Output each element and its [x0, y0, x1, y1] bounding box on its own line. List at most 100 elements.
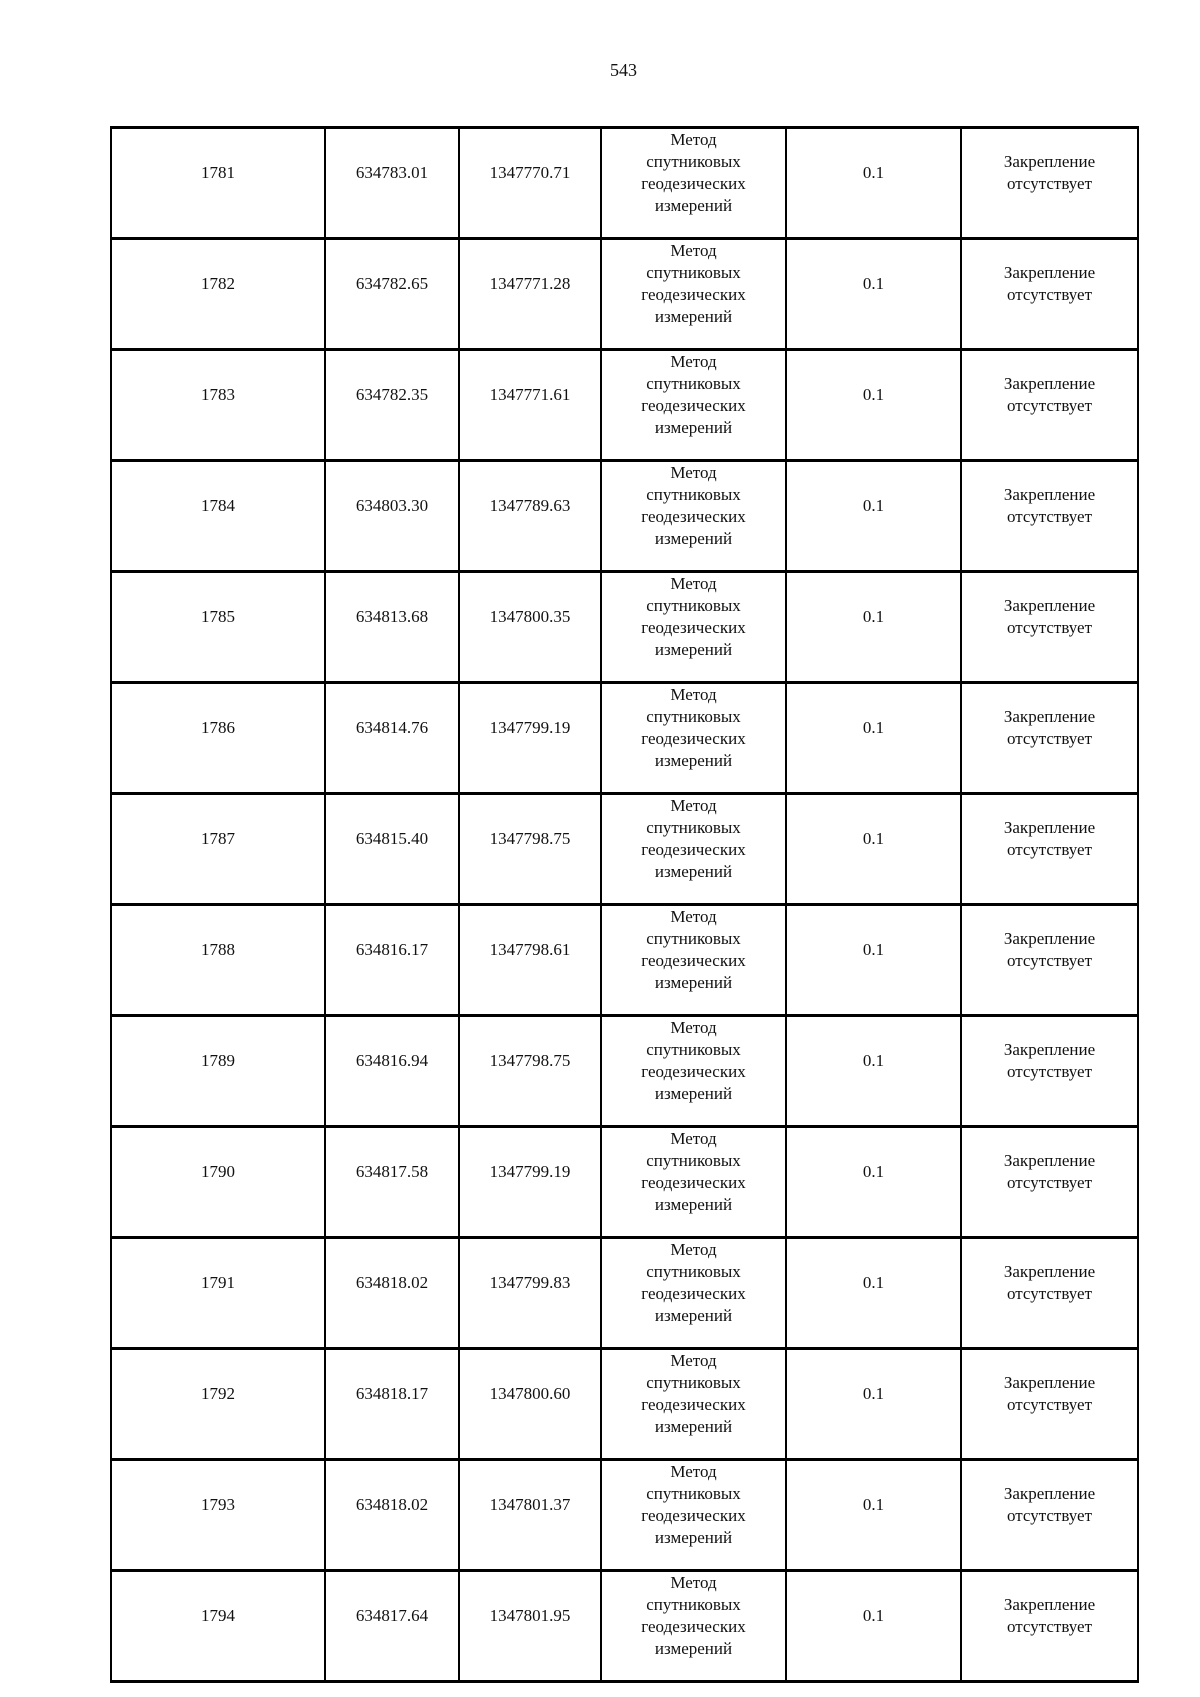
- fixation-status-cell: Закрепление отсутствует: [960, 681, 1139, 795]
- table-row: 1781 634783.01 1347770.71 Метод спутнико…: [110, 126, 1139, 240]
- coordinate-x-cell: 634815.40: [324, 792, 460, 906]
- coordinate-x-cell: 634817.64: [324, 1569, 460, 1683]
- point-number-cell: 1788: [110, 903, 326, 1017]
- precision-cell: 0.1: [785, 1347, 962, 1461]
- fixation-status-cell: Закрепление отсутствует: [960, 903, 1139, 1017]
- measurement-method-cell: Метод спутниковых геодезических измерени…: [600, 126, 787, 240]
- measurement-method-cell: Метод спутниковых геодезических измерени…: [600, 570, 787, 684]
- point-number-cell: 1787: [110, 792, 326, 906]
- fixation-status-cell: Закрепление отсутствует: [960, 348, 1139, 462]
- point-number-cell: 1789: [110, 1014, 326, 1128]
- table-row: 1790 634817.58 1347799.19 Метод спутнико…: [110, 1125, 1139, 1239]
- table-row: 1788 634816.17 1347798.61 Метод спутнико…: [110, 903, 1139, 1017]
- coordinate-y-cell: 1347800.35: [458, 570, 602, 684]
- precision-cell: 0.1: [785, 126, 962, 240]
- coordinate-y-cell: 1347801.95: [458, 1569, 602, 1683]
- coordinate-y-cell: 1347799.19: [458, 1125, 602, 1239]
- table-row: 1792 634818.17 1347800.60 Метод спутнико…: [110, 1347, 1139, 1461]
- measurement-method-cell: Метод спутниковых геодезических измерени…: [600, 903, 787, 1017]
- precision-cell: 0.1: [785, 1569, 962, 1683]
- precision-cell: 0.1: [785, 570, 962, 684]
- coordinate-x-cell: 634813.68: [324, 570, 460, 684]
- fixation-status-cell: Закрепление отсутствует: [960, 1569, 1139, 1683]
- coordinate-y-cell: 1347798.75: [458, 1014, 602, 1128]
- fixation-status-cell: Закрепление отсутствует: [960, 1125, 1139, 1239]
- point-number-cell: 1785: [110, 570, 326, 684]
- precision-cell: 0.1: [785, 237, 962, 351]
- fixation-status-cell: Закрепление отсутствует: [960, 570, 1139, 684]
- coordinate-y-cell: 1347798.75: [458, 792, 602, 906]
- point-number-cell: 1793: [110, 1458, 326, 1572]
- table-row: 1794 634817.64 1347801.95 Метод спутнико…: [110, 1569, 1139, 1683]
- precision-cell: 0.1: [785, 1458, 962, 1572]
- fixation-status-cell: Закрепление отсутствует: [960, 1236, 1139, 1350]
- measurement-method-cell: Метод спутниковых геодезических измерени…: [600, 1347, 787, 1461]
- point-number-cell: 1791: [110, 1236, 326, 1350]
- page-number: 543: [610, 60, 637, 80]
- coordinate-y-cell: 1347799.83: [458, 1236, 602, 1350]
- coordinate-y-cell: 1347789.63: [458, 459, 602, 573]
- table-row: 1785 634813.68 1347800.35 Метод спутнико…: [110, 570, 1139, 684]
- coordinate-y-cell: 1347771.61: [458, 348, 602, 462]
- measurement-method-cell: Метод спутниковых геодезических измерени…: [600, 459, 787, 573]
- coordinate-x-cell: 634783.01: [324, 126, 460, 240]
- point-number-cell: 1781: [110, 126, 326, 240]
- coordinates-table: 1781 634783.01 1347770.71 Метод спутнико…: [110, 126, 1139, 1683]
- measurement-method-cell: Метод спутниковых геодезических измерени…: [600, 681, 787, 795]
- coordinate-x-cell: 634782.35: [324, 348, 460, 462]
- measurement-method-cell: Метод спутниковых геодезических измерени…: [600, 237, 787, 351]
- coordinate-y-cell: 1347770.71: [458, 126, 602, 240]
- point-number-cell: 1783: [110, 348, 326, 462]
- precision-cell: 0.1: [785, 1125, 962, 1239]
- coordinate-y-cell: 1347800.60: [458, 1347, 602, 1461]
- coordinate-x-cell: 634818.02: [324, 1458, 460, 1572]
- point-number-cell: 1790: [110, 1125, 326, 1239]
- coordinate-x-cell: 634817.58: [324, 1125, 460, 1239]
- precision-cell: 0.1: [785, 1236, 962, 1350]
- fixation-status-cell: Закрепление отсутствует: [960, 459, 1139, 573]
- table-row: 1787 634815.40 1347798.75 Метод спутнико…: [110, 792, 1139, 906]
- table-row: 1786 634814.76 1347799.19 Метод спутнико…: [110, 681, 1139, 795]
- fixation-status-cell: Закрепление отсутствует: [960, 237, 1139, 351]
- fixation-status-cell: Закрепление отсутствует: [960, 1347, 1139, 1461]
- measurement-method-cell: Метод спутниковых геодезических измерени…: [600, 1236, 787, 1350]
- fixation-status-cell: Закрепление отсутствует: [960, 792, 1139, 906]
- precision-cell: 0.1: [785, 792, 962, 906]
- precision-cell: 0.1: [785, 348, 962, 462]
- table-row: 1784 634803.30 1347789.63 Метод спутнико…: [110, 459, 1139, 573]
- measurement-method-cell: Метод спутниковых геодезических измерени…: [600, 1458, 787, 1572]
- coordinate-y-cell: 1347798.61: [458, 903, 602, 1017]
- coordinates-table-body: 1781 634783.01 1347770.71 Метод спутнико…: [110, 126, 1139, 1683]
- table-row: 1783 634782.35 1347771.61 Метод спутнико…: [110, 348, 1139, 462]
- measurement-method-cell: Метод спутниковых геодезических измерени…: [600, 1014, 787, 1128]
- table-row: 1793 634818.02 1347801.37 Метод спутнико…: [110, 1458, 1139, 1572]
- fixation-status-cell: Закрепление отсутствует: [960, 126, 1139, 240]
- fixation-status-cell: Закрепление отсутствует: [960, 1014, 1139, 1128]
- measurement-method-cell: Метод спутниковых геодезических измерени…: [600, 348, 787, 462]
- fixation-status-cell: Закрепление отсутствует: [960, 1458, 1139, 1572]
- measurement-method-cell: Метод спутниковых геодезических измерени…: [600, 1125, 787, 1239]
- coordinate-x-cell: 634818.02: [324, 1236, 460, 1350]
- coordinate-x-cell: 634803.30: [324, 459, 460, 573]
- coordinate-x-cell: 634816.94: [324, 1014, 460, 1128]
- coordinate-x-cell: 634782.65: [324, 237, 460, 351]
- measurement-method-cell: Метод спутниковых геодезических измерени…: [600, 1569, 787, 1683]
- precision-cell: 0.1: [785, 903, 962, 1017]
- point-number-cell: 1792: [110, 1347, 326, 1461]
- measurement-method-cell: Метод спутниковых геодезических измерени…: [600, 792, 787, 906]
- table-row: 1789 634816.94 1347798.75 Метод спутнико…: [110, 1014, 1139, 1128]
- point-number-cell: 1786: [110, 681, 326, 795]
- point-number-cell: 1794: [110, 1569, 326, 1683]
- table-row: 1791 634818.02 1347799.83 Метод спутнико…: [110, 1236, 1139, 1350]
- coordinate-y-cell: 1347801.37: [458, 1458, 602, 1572]
- coordinate-x-cell: 634818.17: [324, 1347, 460, 1461]
- precision-cell: 0.1: [785, 459, 962, 573]
- point-number-cell: 1784: [110, 459, 326, 573]
- precision-cell: 0.1: [785, 681, 962, 795]
- point-number-cell: 1782: [110, 237, 326, 351]
- coordinate-x-cell: 634814.76: [324, 681, 460, 795]
- coordinate-y-cell: 1347771.28: [458, 237, 602, 351]
- precision-cell: 0.1: [785, 1014, 962, 1128]
- table-row: 1782 634782.65 1347771.28 Метод спутнико…: [110, 237, 1139, 351]
